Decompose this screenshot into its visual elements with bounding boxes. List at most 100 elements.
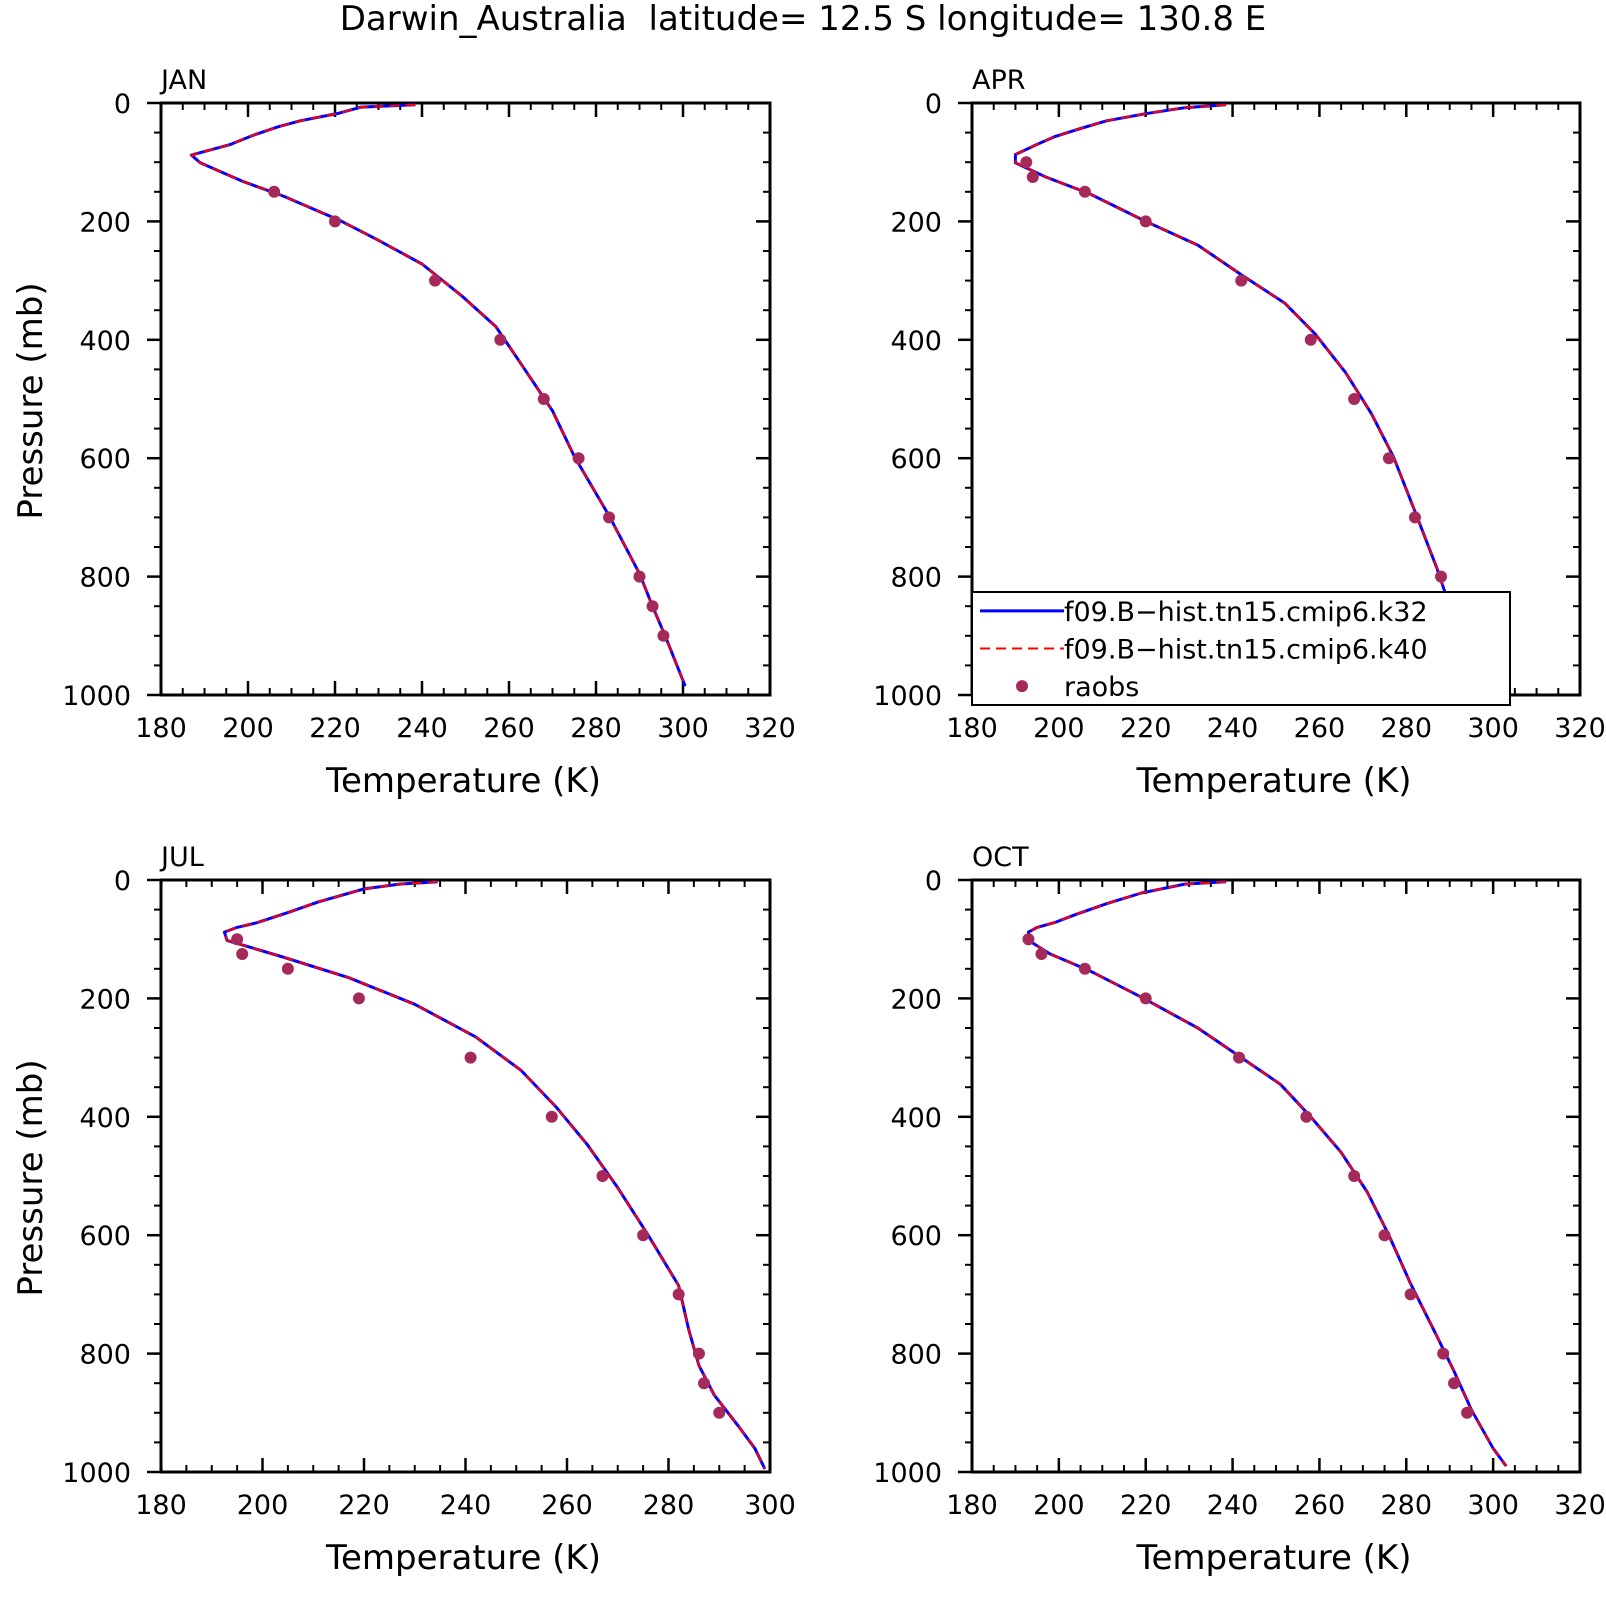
raobs-point: [1233, 1051, 1246, 1064]
raobs-point: [281, 962, 294, 975]
y-tick-label: 0: [114, 866, 131, 897]
raobs-point: [545, 1110, 558, 1123]
raobs-point: [1304, 333, 1317, 346]
k32-line: [1027, 880, 1508, 1467]
x-tick-label: 200: [1033, 713, 1085, 744]
raobs-point: [1448, 1377, 1461, 1390]
raobs-point: [1461, 1406, 1474, 1419]
panel-title: APR: [972, 65, 1026, 96]
x-tick-label: 220: [309, 713, 361, 744]
y-tick-label: 1000: [62, 681, 131, 712]
panels: JAN 180 200 220 240 260 280 300 320 0 200 400 600 800…: [11, 65, 1606, 1578]
y-tick-label: 800: [890, 1340, 942, 1371]
x-tick-label: 240: [1207, 713, 1259, 744]
x-tick-label: 300: [1467, 713, 1519, 744]
y-tick-label: 600: [79, 444, 131, 475]
x-tick-label: 180: [946, 713, 998, 744]
y-tick-label: 1000: [873, 681, 942, 712]
y-tick-label: 600: [890, 1221, 942, 1252]
x-tick-label: 260: [1294, 1490, 1346, 1521]
x-tick-label: 260: [483, 713, 535, 744]
y-tick-label: 400: [890, 326, 942, 357]
raobs-point: [637, 1229, 650, 1242]
panel-jan: JAN 180 200 220 240 260 280 300 320 0 200 400 600 800…: [11, 65, 796, 801]
raobs-point: [1235, 274, 1248, 287]
x-tick-label: 320: [1554, 1490, 1606, 1521]
raobs-point: [231, 933, 244, 946]
x-tick-label: 300: [657, 713, 709, 744]
raobs-point: [1139, 992, 1152, 1005]
x-axis-label: Temperature (K): [325, 1538, 601, 1578]
raobs-point: [1300, 1110, 1313, 1123]
y-tick-label: 0: [114, 89, 131, 120]
k40-line: [223, 880, 766, 1470]
y-tick-label: 400: [890, 1103, 942, 1134]
y-axis-label: Pressure (mb): [11, 282, 51, 519]
raobs-point: [329, 215, 341, 228]
y-tick-label: 0: [925, 89, 942, 120]
raobs-point: [1378, 1229, 1391, 1242]
x-tick-label: 200: [237, 1490, 289, 1521]
raobs-point: [464, 1051, 477, 1064]
k32-line: [222, 880, 767, 1470]
x-tick-label: 300: [744, 1490, 796, 1521]
plot-frame: [159, 101, 772, 697]
k40-line: [190, 103, 687, 687]
k32-line: [189, 103, 687, 687]
x-tick-label: 320: [1554, 713, 1606, 744]
raobs-point: [672, 1288, 685, 1301]
panel-apr: APR 180 200 220 240 260 280 300 320 0 200 400 600 800…: [873, 65, 1605, 801]
raobs-point: [1035, 948, 1048, 960]
x-tick-label: 320: [744, 713, 796, 744]
raobs-point: [657, 629, 670, 642]
raobs-point: [1026, 171, 1039, 183]
y-tick-label: 1000: [62, 1458, 131, 1489]
k40-line: [1027, 880, 1508, 1467]
raobs-point: [1022, 933, 1035, 946]
x-tick-label: 200: [222, 713, 274, 744]
x-tick-label: 220: [1120, 1490, 1172, 1521]
x-tick-label: 240: [1207, 1490, 1259, 1521]
y-tick-label: 200: [890, 984, 942, 1015]
x-tick-label: 280: [1381, 1490, 1433, 1521]
raobs-point: [1139, 215, 1152, 228]
y-axis-label: Pressure (mb): [11, 1059, 51, 1296]
legend-swatch-raobs: [1016, 680, 1028, 693]
panel-jul: JUL 180 200 220 240 260 280 300 0 200 400 600 800 100…: [11, 842, 796, 1578]
k40-line: [1014, 103, 1499, 690]
raobs-point: [596, 1170, 609, 1182]
x-axis-label: Temperature (K): [325, 761, 601, 801]
raobs-point: [494, 333, 507, 346]
x-tick-label: 180: [135, 1490, 187, 1521]
y-tick-label: 600: [890, 444, 942, 475]
legend-label: f09.B−hist.tn15.cmip6.k32: [1064, 597, 1428, 628]
y-tick-label: 200: [79, 207, 131, 238]
raobs-point: [698, 1377, 711, 1390]
raobs-point: [1020, 156, 1033, 169]
raobs-point: [1078, 185, 1091, 198]
y-tick-label: 200: [79, 984, 131, 1015]
legend-label: f09.B−hist.tn15.cmip6.k40: [1064, 635, 1428, 666]
x-tick-label: 200: [1033, 1490, 1085, 1521]
y-tick-label: 200: [890, 207, 942, 238]
y-tick-label: 800: [79, 1340, 131, 1371]
raobs-point: [1348, 1170, 1361, 1182]
raobs-point: [1382, 452, 1395, 465]
raobs-point: [646, 600, 659, 613]
x-axis-label: Temperature (K): [1135, 761, 1411, 801]
legend: f09.B−hist.tn15.cmip6.k32 f09.B−hist.tn15…: [971, 591, 1511, 706]
x-tick-label: 260: [1294, 713, 1346, 744]
raobs-point: [1404, 1288, 1417, 1301]
x-tick-label: 300: [1467, 1490, 1519, 1521]
x-tick-label: 260: [541, 1490, 593, 1521]
panel-title: JUL: [159, 842, 204, 873]
raobs-point: [236, 948, 249, 960]
raobs-point: [1408, 511, 1421, 524]
y-tick-label: 400: [79, 326, 131, 357]
raobs-point: [429, 274, 442, 287]
x-tick-label: 240: [440, 1490, 492, 1521]
raobs-point: [692, 1347, 705, 1360]
y-tick-label: 0: [925, 866, 942, 897]
raobs-point: [1078, 962, 1091, 975]
